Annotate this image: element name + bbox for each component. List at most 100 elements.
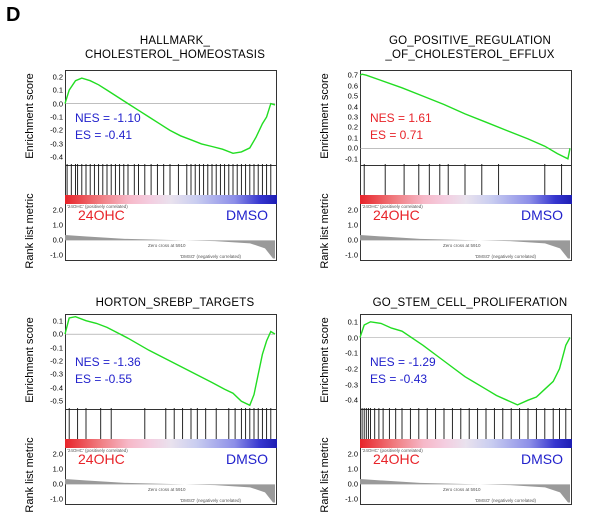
group-right-label: DMSO [226, 451, 268, 467]
rank-metric-area [65, 235, 275, 259]
enrichment-y-ticks: 0.2 0.1 0.0 -0.1 -0.2 -0.3 -0.4 [30, 70, 63, 164]
y-tick-label: -0.2 [50, 356, 63, 366]
group-right-label: DMSO [226, 207, 268, 223]
y-tick-label: -0.1 [50, 112, 63, 122]
rank-tick-label: -1.0 [50, 250, 63, 260]
enrichment-y-ticks: 0.1 0.0 -0.1 -0.2 -0.3 -0.4 [325, 314, 358, 408]
rank-tick-label: -1.0 [345, 250, 358, 260]
positive-correlation-label: '24OHC' (positively correlated) [67, 448, 128, 453]
rank-tick-label: 2.0 [347, 449, 358, 459]
y-tick-label: 0.0 [52, 99, 63, 109]
enrichment-plot-frame [360, 314, 572, 410]
enrichment-score-curve [64, 77, 276, 155]
group-left-label: 24OHC [373, 207, 420, 223]
y-tick-label: -0.4 [345, 395, 358, 405]
rank-tick-label: 2.0 [52, 449, 63, 459]
rank-heatmap-bar [360, 439, 572, 448]
nes-label: NES = -1.36 [75, 355, 141, 369]
y-tick-label: 0.1 [52, 316, 63, 326]
y-tick-label: -0.2 [50, 125, 63, 135]
panel-title: HALLMARK_ CHOLESTEROL_HOMEOSTASIS [84, 35, 266, 61]
group-left-label: 24OHC [78, 451, 125, 467]
y-tick-label: -0.5 [50, 396, 63, 406]
rank-metric-frame [360, 204, 572, 261]
y-tick-label: 0.0 [347, 143, 358, 153]
rank-tick-label: 0.0 [52, 235, 63, 245]
y-tick-label: -0.1 [50, 343, 63, 353]
rank-y-ticks: 2.0 1.0 0.0 -1.0 [325, 448, 358, 504]
y-tick-label: 0.4 [347, 102, 358, 112]
y-tick-label: 0.1 [52, 85, 63, 95]
enrichment-score-curve [359, 321, 571, 406]
rank-metric-area [360, 479, 570, 503]
y-tick-label: 0.1 [347, 317, 358, 327]
enrichment-y-ticks: 0.7 0.6 0.5 0.4 0.3 0.2 0.1 0.0 -0.1 [325, 70, 358, 164]
rank-tick-label: 2.0 [52, 205, 63, 215]
rank-y-ticks: 2.0 1.0 0.0 -1.0 [30, 204, 63, 260]
enrichment-y-ticks: 0.1 0.0 -0.1 -0.2 -0.3 -0.4 -0.5 [30, 314, 63, 408]
y-tick-label: 0.6 [347, 81, 358, 91]
y-tick-label: -0.1 [345, 348, 358, 358]
rank-metric-plot [360, 235, 570, 259]
gsea-panel: HALLMARK_ CHOLESTEROL_HOMEOSTASIS Enrichm… [24, 18, 320, 269]
rank-metric-plot [360, 479, 570, 503]
rank-tick-label: 1.0 [52, 464, 63, 474]
y-tick-label: 0.0 [347, 333, 358, 342]
negative-correlation-label: 'DMSO' (negatively correlated) [475, 254, 536, 259]
panel-letter: D [6, 4, 21, 26]
y-tick-label: 0.5 [347, 91, 358, 101]
zero-cross-label: Zero cross at 5910 [148, 243, 186, 248]
rank-tick-label: 1.0 [52, 220, 63, 230]
enrichment-score-curve [359, 73, 571, 160]
gsea-panel: GO_POSITIVE_REGULATION _OF_CHOLESTEROL_E… [319, 18, 602, 269]
rank-y-ticks: 2.0 1.0 0.0 -1.0 [325, 204, 358, 260]
y-tick-label: 0.1 [347, 133, 358, 143]
rank-tick-label: 1.0 [347, 464, 358, 474]
es-label: ES = -0.43 [370, 372, 428, 386]
enrichment-plot-frame [65, 314, 277, 410]
enrichment-score-plot [359, 73, 571, 160]
y-tick-label: -0.1 [345, 154, 358, 164]
rank-heatmap-bar [65, 195, 277, 204]
rank-tick-label: 0.0 [52, 479, 63, 489]
y-tick-label: -0.3 [345, 380, 358, 389]
group-left-label: 24OHC [78, 207, 125, 223]
hit-barcode [66, 164, 272, 195]
es-label: ES = 0.71 [370, 128, 424, 142]
rank-tick-label: 0.0 [347, 479, 358, 489]
rank-metric-area [65, 479, 275, 503]
rank-heatmap-bar [360, 195, 572, 204]
nes-label: NES = 1.61 [370, 111, 432, 125]
rank-tick-label: 0.0 [347, 235, 358, 245]
rank-metric-plot [65, 479, 275, 503]
y-tick-label: -0.4 [50, 152, 63, 162]
panel-title: GO_STEM_CELL_PROLIFERATION [372, 297, 568, 309]
hit-barcode [363, 164, 563, 195]
group-right-label: DMSO [521, 451, 563, 467]
enrichment-score-plot [64, 315, 276, 407]
enrichment-plot-frame [65, 70, 277, 166]
rank-metric-area [360, 235, 570, 259]
panel-title: HORTON_SREBP_TARGETS [95, 297, 255, 309]
y-tick-label: -0.3 [50, 369, 63, 379]
es-label: ES = -0.41 [75, 128, 133, 142]
positive-correlation-label: '24OHC' (positively correlated) [362, 204, 423, 209]
rank-tick-label: 2.0 [347, 205, 358, 215]
rank-tick-label: 1.0 [347, 220, 358, 230]
group-left-label: 24OHC [373, 451, 420, 467]
y-tick-label: 0.7 [347, 70, 358, 80]
rank-metric-frame [65, 204, 277, 261]
rank-metric-plot [65, 235, 275, 259]
hit-barcode [68, 408, 272, 439]
y-tick-label: -0.2 [345, 364, 358, 374]
negative-correlation-label: 'DMSO' (negatively correlated) [180, 254, 241, 259]
rank-heatmap-bar [65, 439, 277, 448]
enrichment-plot-frame [360, 70, 572, 166]
y-tick-label: 0.0 [52, 329, 63, 339]
gsea-panel: HORTON_SREBP_TARGETS Enrichment score Rank… [24, 262, 320, 513]
es-label: ES = -0.55 [75, 372, 133, 386]
panel-title: GO_POSITIVE_REGULATION _OF_CHOLESTEROL_E… [385, 35, 555, 61]
y-tick-label: -0.4 [50, 383, 63, 393]
y-tick-label: 0.2 [52, 72, 63, 82]
enrichment-score-curve [64, 315, 276, 407]
